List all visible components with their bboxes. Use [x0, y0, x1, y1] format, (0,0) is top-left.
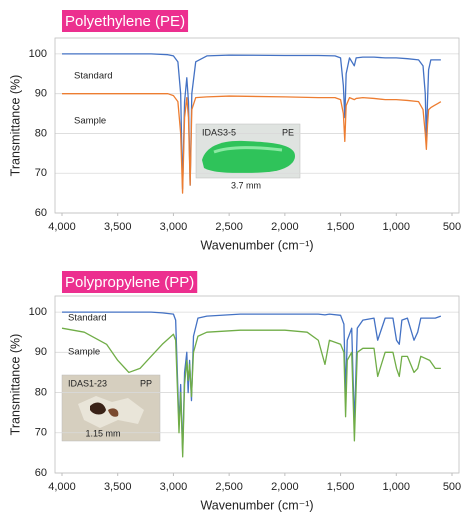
y-axis-title: Transmittance (%): [8, 334, 22, 436]
x-tick-label: 3,500: [104, 221, 132, 233]
x-tick-label: 2,500: [215, 221, 243, 233]
x-tick-label: 500: [443, 481, 461, 493]
inset-label: PP: [140, 378, 152, 388]
series-label: Sample: [74, 116, 106, 127]
y-tick-label: 100: [29, 48, 47, 60]
inset-photo: [195, 123, 301, 179]
x-tick-label: 1,000: [383, 221, 411, 233]
x-tick-label: 3,500: [104, 481, 132, 493]
y-tick-label: 80: [35, 386, 47, 398]
x-tick-label: 3,000: [160, 481, 188, 493]
inset-label: PE: [282, 127, 294, 137]
plot-frame: [54, 295, 460, 474]
x-tick-label: 1,500: [327, 221, 355, 233]
title-box: [62, 271, 198, 293]
inset-photo: [61, 374, 161, 442]
x-axis-title: Wavenumber (cm⁻¹): [200, 498, 313, 512]
y-tick-label: 70: [35, 427, 47, 439]
x-tick-label: 1,500: [327, 481, 355, 493]
spectrum-line: [62, 93, 442, 194]
x-tick-label: 4,000: [48, 221, 76, 233]
series-label: Sample: [68, 347, 100, 358]
y-tick-label: 80: [35, 127, 47, 139]
series-label: Standard: [74, 71, 113, 82]
y-tick-label: 60: [35, 207, 47, 219]
x-tick-label: 1,000: [383, 481, 411, 493]
x-tick-label: 2,000: [271, 481, 299, 493]
x-axis-title: Wavenumber (cm⁻¹): [200, 238, 313, 252]
inset-label: 3.7 mm: [231, 180, 261, 190]
y-tick-label: 100: [29, 306, 47, 318]
y-tick-label: 60: [35, 467, 47, 479]
inset-label: IDAS3-5: [202, 127, 236, 137]
title-box: [62, 10, 189, 32]
spectrum-line: [61, 327, 441, 458]
x-tick-label: 2,500: [215, 481, 243, 493]
chart-title: Polypropylene (PP): [65, 274, 194, 291]
y-tick-label: 90: [35, 88, 47, 100]
series-label: Standard: [68, 313, 107, 324]
x-tick-label: 3,000: [160, 221, 188, 233]
x-tick-label: 4,000: [48, 481, 76, 493]
y-axis-title: Transmittance (%): [8, 75, 22, 177]
x-tick-label: 500: [443, 221, 461, 233]
chart-title: Polyethylene (PE): [65, 13, 185, 30]
inset-label: 1.15 mm: [85, 428, 120, 438]
y-tick-label: 70: [35, 167, 47, 179]
spectrum-line: [62, 311, 442, 454]
inset-label: IDAS1-23: [68, 378, 107, 388]
x-tick-label: 2,000: [271, 221, 299, 233]
plot-frame: [54, 37, 460, 214]
y-tick-label: 90: [35, 346, 47, 358]
